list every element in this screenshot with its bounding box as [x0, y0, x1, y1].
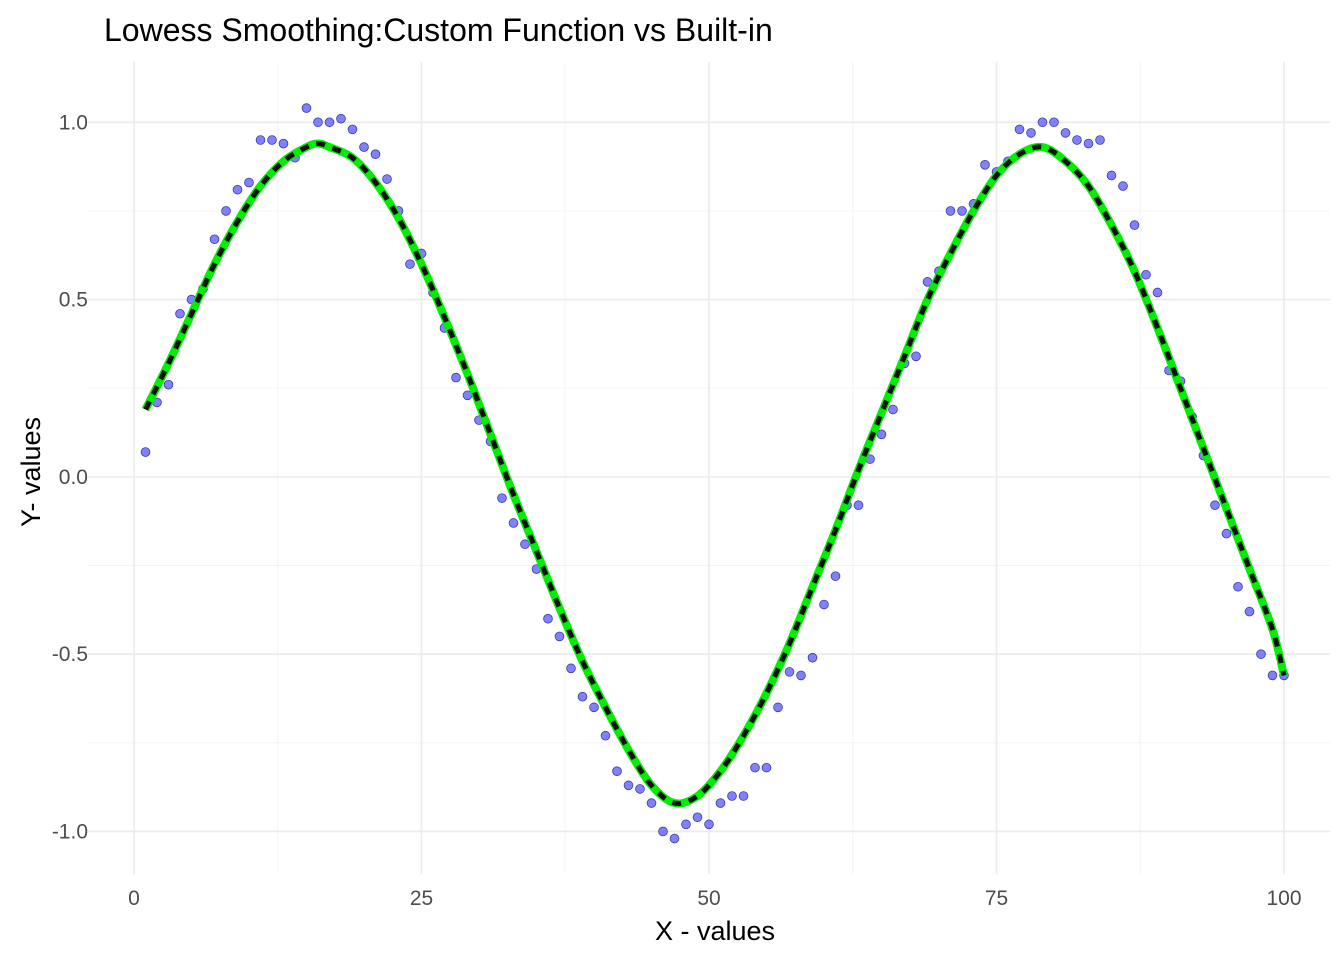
data-point — [221, 206, 231, 216]
data-point — [497, 493, 507, 503]
data-point — [658, 826, 668, 837]
builtin-lowess-line — [143, 141, 1287, 807]
y-tick-label: 0.5 — [59, 289, 88, 312]
data-point — [1152, 287, 1163, 298]
data-point — [819, 599, 829, 610]
data-point — [669, 833, 680, 844]
data-point — [623, 780, 634, 791]
data-point — [1072, 135, 1082, 145]
data-point — [1037, 117, 1048, 128]
smoothing-lines — [141, 139, 1288, 808]
data-point — [543, 613, 553, 624]
data-point — [255, 135, 266, 145]
data-point — [681, 819, 691, 830]
data-point — [738, 791, 749, 801]
data-point — [347, 124, 358, 135]
y-tick-label: 1.0 — [59, 111, 88, 134]
data-point — [715, 798, 726, 808]
data-point — [324, 117, 335, 128]
data-point — [1129, 220, 1140, 230]
data-point — [1233, 581, 1243, 592]
data-point — [945, 206, 956, 216]
data-point — [163, 379, 174, 390]
data-point — [301, 103, 312, 113]
data-point — [1221, 528, 1232, 539]
data-point — [830, 571, 841, 581]
data-point — [750, 762, 760, 773]
y-tick-label: -0.5 — [52, 643, 88, 666]
x-tick-label: 25 — [410, 887, 433, 910]
y-axis-title: Y- values — [16, 417, 46, 527]
data-point — [1141, 269, 1151, 280]
data-point — [1267, 670, 1278, 681]
chart-title: Lowess Smoothing:Custom Function vs Buil… — [104, 12, 773, 48]
y-axis-ticks: -1.0 -0.5 0.0 0.5 1.0 — [52, 111, 88, 843]
data-point — [635, 784, 645, 794]
data-point — [1118, 181, 1128, 191]
data-point — [577, 691, 588, 702]
data-point — [566, 663, 576, 674]
data-point — [451, 372, 461, 383]
data-point — [853, 500, 864, 511]
x-tick-label: 0 — [128, 887, 140, 910]
data-point — [1256, 649, 1266, 659]
x-tick-label: 50 — [697, 887, 720, 910]
data-point — [1060, 128, 1071, 138]
major-gridlines — [88, 62, 1330, 874]
data-point — [773, 702, 783, 713]
data-point — [313, 117, 323, 128]
data-point — [382, 174, 392, 184]
data-point — [267, 135, 277, 145]
data-point — [876, 429, 887, 440]
data-point — [140, 447, 151, 457]
data-point — [554, 631, 565, 642]
data-point — [405, 259, 415, 269]
data-point — [796, 670, 806, 681]
data-point — [612, 766, 622, 776]
data-point — [704, 819, 714, 830]
data-point — [589, 702, 599, 713]
data-point — [359, 142, 369, 152]
data-point — [1026, 128, 1036, 138]
data-point — [336, 113, 346, 124]
data-point — [1244, 606, 1255, 617]
data-point — [370, 149, 381, 159]
data-point — [1014, 124, 1025, 135]
data-point — [1049, 117, 1059, 128]
data-point — [761, 762, 772, 773]
data-point — [1210, 500, 1220, 511]
x-tick-label: 100 — [1266, 887, 1301, 910]
data-point — [980, 160, 990, 170]
data-point — [957, 206, 967, 216]
y-tick-label: -1.0 — [52, 820, 88, 843]
data-point — [209, 234, 220, 245]
data-point — [175, 308, 185, 319]
data-point — [1083, 138, 1094, 149]
data-point — [727, 791, 737, 801]
data-point — [244, 177, 254, 188]
data-point — [1095, 135, 1105, 145]
y-tick-label: 0.0 — [59, 466, 88, 489]
data-point — [600, 730, 611, 741]
data-point — [232, 184, 243, 195]
data-point — [807, 652, 818, 663]
x-tick-label: 75 — [985, 887, 1008, 910]
data-point — [1106, 170, 1117, 181]
x-axis-ticks: 0 25 50 75 100 — [128, 887, 1301, 910]
x-axis-title: X - values — [655, 916, 775, 946]
data-point — [888, 404, 898, 415]
data-point — [646, 798, 657, 808]
data-point — [911, 351, 921, 362]
data-point — [692, 812, 703, 823]
data-point — [508, 518, 519, 528]
data-point — [278, 138, 289, 149]
data-point — [784, 667, 795, 677]
